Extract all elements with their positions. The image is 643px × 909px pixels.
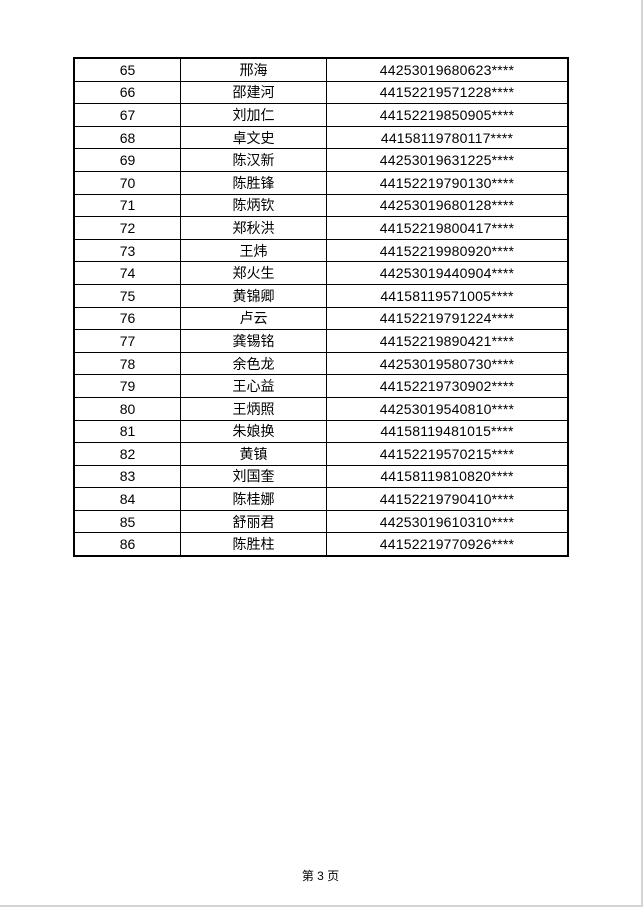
row-id-cell: 44253019440904**** (326, 261, 569, 285)
row-name-cell: 刘加仁 (180, 103, 327, 127)
table-row: 74 郑火生 44253019440904**** (73, 261, 569, 285)
row-index-cell: 77 (73, 329, 181, 353)
table-row: 69 陈汉新 44253019631225**** (73, 148, 569, 172)
row-name-cell: 陈桂娜 (180, 487, 327, 511)
row-name-cell: 陈炳钦 (180, 193, 327, 218)
row-id-cell: 44158119481015**** (326, 419, 569, 444)
row-name-cell: 王炳照 (180, 396, 327, 421)
table-row: 70 陈胜锋 44152219790130**** (73, 170, 569, 195)
row-index-cell: 65 (73, 57, 181, 82)
table-row: 67 刘加仁 44152219850905**** (73, 103, 569, 127)
row-name-cell: 陈汉新 (180, 148, 327, 172)
row-name-cell: 郑秋洪 (180, 216, 327, 240)
table-row: 83 刘国奎 44158119810820**** (73, 464, 569, 489)
table-row: 85 舒丽君 44253019610310**** (73, 509, 569, 534)
row-index-cell: 79 (73, 374, 181, 398)
row-index-cell: 69 (73, 148, 181, 172)
row-name-cell: 陈胜锋 (180, 170, 327, 195)
table-row: 65 邢海 44253019680623**** (73, 57, 569, 82)
row-index-cell: 82 (73, 442, 181, 466)
row-name-cell: 邵建河 (180, 80, 327, 105)
row-name-cell: 郑火生 (180, 261, 327, 285)
row-index-cell: 67 (73, 103, 181, 127)
table-row: 66 邵建河 44152219571228**** (73, 80, 569, 105)
row-index-cell: 75 (73, 283, 181, 308)
row-index-cell: 81 (73, 419, 181, 444)
row-name-cell: 舒丽君 (180, 509, 327, 534)
page-number: 第 3 页 (301, 869, 340, 883)
row-name-cell: 邢海 (180, 57, 327, 82)
row-index-cell: 78 (73, 351, 181, 376)
row-index-cell: 86 (73, 532, 181, 557)
row-id-cell: 44152219570215**** (326, 442, 569, 466)
table-row: 78 余色龙 44253019580730**** (73, 351, 569, 376)
row-name-cell: 朱娘换 (180, 419, 327, 444)
row-index-cell: 83 (73, 464, 181, 489)
table-row: 71 陈炳钦 44253019680128**** (73, 193, 569, 218)
table-row: 84 陈桂娜 44152219790410**** (73, 487, 569, 511)
table-row: 86 陈胜柱 44152219770926**** (73, 532, 569, 557)
row-name-cell: 黄锦卿 (180, 283, 327, 308)
row-name-cell: 卢云 (180, 306, 327, 331)
row-id-cell: 44253019540810**** (326, 396, 569, 421)
row-id-cell: 44253019631225**** (326, 148, 569, 172)
table-row: 76 卢云 44152219791224**** (73, 306, 569, 331)
table-row: 73 王炜 44152219980920**** (73, 238, 569, 263)
row-id-cell: 44152219790130**** (326, 170, 569, 195)
row-name-cell: 王心益 (180, 374, 327, 398)
row-index-cell: 72 (73, 216, 181, 240)
row-name-cell: 王炜 (180, 238, 327, 263)
row-index-cell: 71 (73, 193, 181, 218)
table-row: 79 王心益 44152219730902**** (73, 374, 569, 398)
row-name-cell: 余色龙 (180, 351, 327, 376)
table-row: 82 黄镇 44152219570215**** (73, 442, 569, 466)
row-id-cell: 44158119571005**** (326, 283, 569, 308)
row-name-cell: 陈胜柱 (180, 532, 327, 557)
row-id-cell: 44152219890421**** (326, 329, 569, 353)
row-id-cell: 44253019680623**** (326, 57, 569, 82)
row-index-cell: 66 (73, 80, 181, 105)
row-index-cell: 74 (73, 261, 181, 285)
row-index-cell: 76 (73, 306, 181, 331)
row-id-cell: 44158119810820**** (326, 464, 569, 489)
roster-table: 65 邢海 44253019680623**** 66 邵建河 44152219… (73, 57, 569, 558)
roster-table-body: 65 邢海 44253019680623**** 66 邵建河 44152219… (73, 57, 569, 557)
row-name-cell: 黄镇 (180, 442, 327, 466)
row-index-cell: 73 (73, 238, 181, 263)
row-index-cell: 70 (73, 170, 181, 195)
table-row: 72 郑秋洪 44152219800417**** (73, 216, 569, 240)
row-id-cell: 44253019610310**** (326, 509, 569, 534)
row-index-cell: 80 (73, 396, 181, 421)
row-id-cell: 44152219800417**** (326, 216, 569, 240)
row-id-cell: 44152219730902**** (326, 374, 569, 398)
row-id-cell: 44152219850905**** (326, 103, 569, 127)
table-row: 77 龚锡铭 44152219890421**** (73, 329, 569, 353)
row-id-cell: 44152219980920**** (326, 238, 569, 263)
table-row: 75 黄锦卿 44158119571005**** (73, 283, 569, 308)
row-id-cell: 44152219791224**** (326, 306, 569, 331)
row-id-cell: 44253019680128**** (326, 193, 569, 218)
row-id-cell: 44152219790410**** (326, 487, 569, 511)
table-row: 68 卓文史 44158119780117**** (73, 125, 569, 150)
row-name-cell: 卓文史 (180, 125, 327, 150)
row-id-cell: 44158119780117**** (326, 125, 569, 150)
row-index-cell: 84 (73, 487, 181, 511)
row-id-cell: 44152219770926**** (326, 532, 569, 557)
table-row: 81 朱娘换 44158119481015**** (73, 419, 569, 444)
row-index-cell: 68 (73, 125, 181, 150)
table-row: 80 王炳照 44253019540810**** (73, 396, 569, 421)
row-name-cell: 龚锡铭 (180, 329, 327, 353)
row-index-cell: 85 (73, 509, 181, 534)
row-id-cell: 44253019580730**** (326, 351, 569, 376)
row-name-cell: 刘国奎 (180, 464, 327, 489)
row-id-cell: 44152219571228**** (326, 80, 569, 105)
